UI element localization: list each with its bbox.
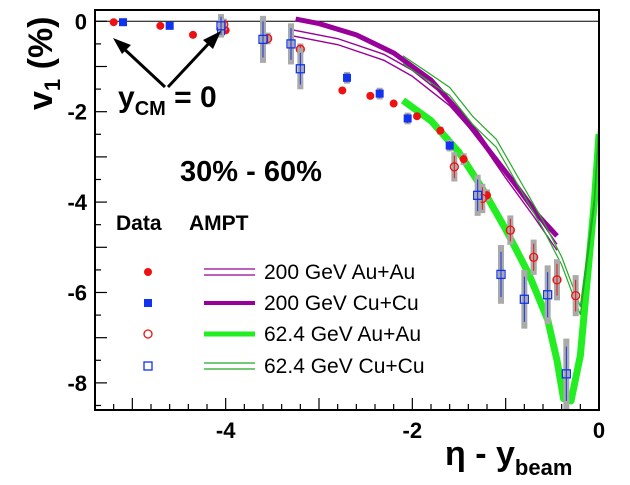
axis-ticks [95,20,600,410]
ampt-curve-3-lower [402,63,599,316]
point-3-6 [519,294,529,304]
centrality-label: 30% - 60% [180,156,322,188]
point-0-1 [156,21,165,30]
point-0-6 [338,86,347,95]
data-layer [95,14,599,410]
legend-label-2: 62.4 GeV Au+Au [264,323,421,346]
point-2-5 [505,225,515,235]
ycm-arrow-right [166,38,214,89]
x-tick-label-2: 0 [593,418,605,443]
point-0-7 [366,91,375,100]
plot-frame [94,9,600,411]
y-axis-sub: 1 [40,79,65,91]
point-3-7 [543,290,553,300]
y-tick-label-3: -6 [67,280,87,305]
ampt-header: AMPT [189,212,249,235]
y-tick-label-2: -4 [67,190,87,215]
ampt-curve-1 [295,16,559,238]
x-axis-title: η - ybeam [445,435,572,480]
point-2-6 [529,252,539,262]
ycm-arrowhead-left [113,38,131,54]
point-3-1 [258,34,268,45]
ampt-curve-3-upper [402,55,599,308]
x-axis-main: η - y [445,435,515,473]
ycm-annotation: yCM = 0 [113,31,221,120]
x-axis-sub: beam [515,455,572,480]
ycm-label: yCM = 0 [118,81,217,120]
point-1-4 [375,89,384,98]
point-3-3 [295,64,305,74]
point-1-1 [165,21,174,30]
point-1-6 [445,141,454,150]
y-axis-main: v [22,91,60,110]
point-3-0 [216,21,226,31]
point-2-8 [571,290,581,301]
data-points [109,14,581,410]
point-3-4 [473,190,483,200]
point-1-3 [343,73,351,82]
point-0-0 [109,18,118,27]
point-3-8 [561,369,571,379]
point-1-0 [119,18,127,27]
point-0-11 [459,155,468,164]
point-0-9 [413,112,421,121]
point-1-5 [403,114,412,123]
point-2-3 [449,162,459,172]
legend-label-3: 62.4 GeV Cu+Cu [264,355,425,378]
y-axis-unit: (%) [22,17,60,79]
x-tick-label-1: -2 [403,418,423,443]
point-3-2 [286,39,296,49]
legend-label-0: 200 GeV Au+Au [264,261,415,284]
ycm-arrowhead-right [203,31,221,49]
ycm-arrow-left [119,44,167,89]
ampt-curve-0-lower [290,34,558,251]
ampt-curve-0-upper [290,28,558,245]
legend-marker-2 [143,329,153,339]
point-3-5 [496,269,506,280]
y-tick-label-1: -2 [67,100,87,125]
legend-marker-1 [144,299,152,307]
point-0-8 [389,99,398,108]
point-2-7 [552,275,562,285]
tick-labels: -4 -2 0 0 -2 -4 -6 -8 [67,9,605,443]
y-tick-label-4: -8 [67,371,87,396]
point-0-2 [189,30,197,39]
y-tick-label-0: 0 [75,9,87,34]
y-axis-title: v1 (%) [22,17,65,111]
x-tick-label-0: -4 [216,418,236,443]
legend-marker-0 [144,268,152,276]
legend: 200 GeV Au+Au 200 GeV Cu+Cu 62.4 GeV Au+Au… [143,261,425,378]
data-header: Data [116,212,162,235]
legend-marker-3 [143,361,153,371]
point-0-10 [436,126,445,135]
legend-label-1: 200 GeV Cu+Cu [264,292,419,315]
